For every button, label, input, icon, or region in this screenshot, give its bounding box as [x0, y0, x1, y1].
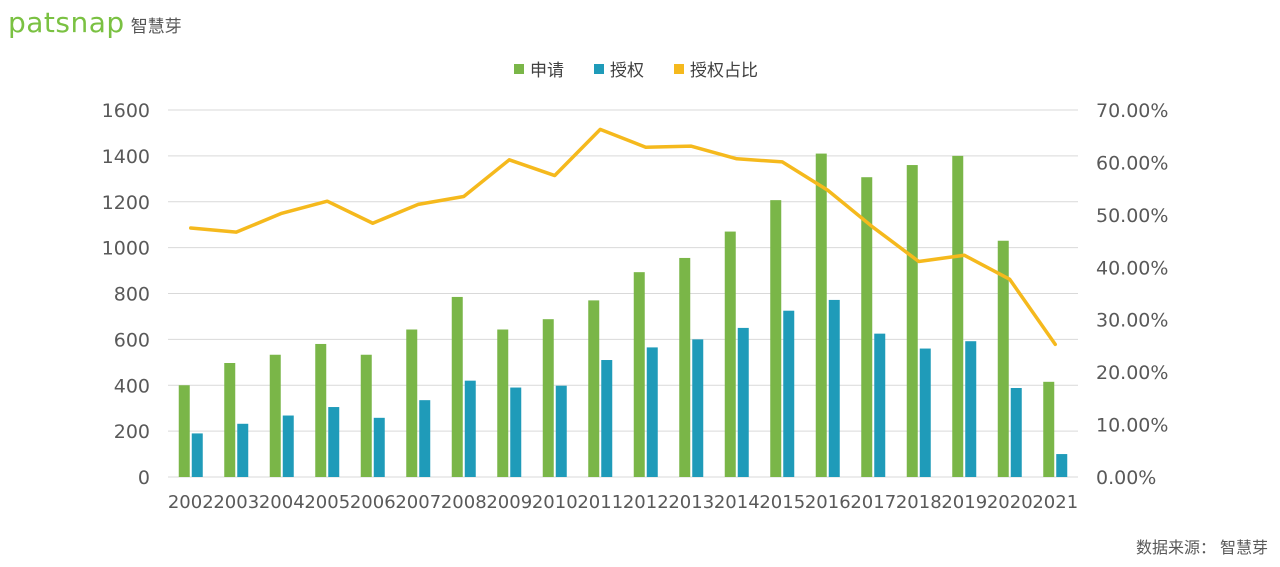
x-axis-tick: 2003 [213, 492, 259, 513]
bar-applications [588, 300, 600, 477]
x-axis-tick: 2011 [577, 492, 623, 513]
data-source-value: 智慧芽 [1219, 538, 1268, 557]
x-axis-tick: 2017 [850, 492, 896, 513]
x-axis-tick: 2013 [668, 492, 714, 513]
left-axis-tick: 600 [114, 329, 150, 351]
data-source-label: 数据来源： [1135, 538, 1216, 557]
bar-applications [178, 385, 190, 477]
x-axis-tick: 2020 [987, 492, 1033, 513]
legend-swatch [674, 64, 684, 74]
bar-grants [555, 385, 567, 477]
bar-grants [282, 415, 294, 477]
bar-grants [373, 417, 385, 477]
right-axis-tick: 10.00% [1096, 415, 1168, 437]
right-axis-tick: 60.00% [1096, 152, 1168, 174]
bar-applications [360, 354, 372, 477]
x-axis-tick: 2006 [350, 492, 396, 513]
bar-applications [952, 155, 964, 477]
x-axis-tick: 2008 [441, 492, 487, 513]
bar-applications [315, 343, 327, 477]
bar-grants [1056, 454, 1068, 477]
left-axis-tick: 1600 [102, 100, 150, 122]
x-axis-tick: 2009 [486, 492, 532, 513]
patsnap-logo: patsnap 智慧芽 [8, 6, 182, 50]
bar-applications [997, 240, 1009, 477]
right-axis-tick: 0.00% [1096, 467, 1156, 489]
bar-grants [737, 327, 749, 477]
right-axis-tick: 40.00% [1096, 257, 1168, 279]
bar-grants [510, 387, 522, 477]
bar-applications [679, 257, 691, 477]
bar-applications [906, 165, 918, 478]
x-axis-tick: 2021 [1032, 492, 1078, 513]
x-axis-tick: 2018 [896, 492, 942, 513]
logo-chinese-name: 智慧芽 [130, 17, 182, 37]
legend-swatch [514, 64, 524, 74]
left-axis-tick: 800 [114, 284, 150, 306]
x-axis-tick: 2005 [304, 492, 350, 513]
x-axis-tick: 2014 [714, 492, 760, 513]
left-axis-tick: 400 [114, 375, 150, 397]
bar-applications [406, 329, 418, 477]
bar-grants [874, 333, 886, 477]
x-axis-tick: 2002 [168, 492, 214, 513]
left-axis-tick: 1400 [102, 146, 150, 168]
bar-grants [328, 407, 340, 477]
bar-grants [965, 341, 977, 477]
bar-applications [770, 200, 782, 477]
x-axis-tick: 2019 [941, 492, 987, 513]
x-axis-tick: 2007 [395, 492, 441, 513]
bar-grants [237, 423, 249, 477]
logo-wordmark: patsnap [8, 6, 125, 39]
bar-applications [269, 354, 281, 477]
bar-grants [828, 299, 840, 477]
bar-applications [224, 363, 236, 477]
left-axis-tick: 1200 [102, 192, 150, 214]
line-grant-ratio [189, 127, 1057, 347]
patent-chart: 0 200 400 600 800 1000 1200 1400 1600 0.00% 10.00%… [102, 61, 1169, 513]
right-axis-tick: 20.00% [1096, 362, 1168, 384]
bar-grants [646, 347, 658, 477]
bar-grants [692, 339, 704, 477]
legend-label: 申请 [530, 61, 564, 81]
x-axis-tick: 2016 [805, 492, 851, 513]
legend-label: 授权 [610, 61, 644, 81]
right-axis-tick: 50.00% [1096, 205, 1168, 227]
bar-applications [1043, 381, 1055, 477]
bar-grants [783, 310, 795, 477]
left-axis-tick: 0 [138, 467, 150, 489]
left-axis-tick: 200 [114, 421, 150, 443]
bar-applications [451, 296, 463, 477]
data-source-note: 数据来源： 智慧芽 [1136, 534, 1268, 558]
bar-grants [419, 400, 431, 477]
bar-grants [601, 360, 613, 477]
bar-grants [1010, 388, 1022, 477]
bar-applications [542, 319, 554, 477]
bar-applications [724, 231, 736, 477]
bar-applications [815, 153, 827, 478]
bar-applications [497, 329, 509, 477]
legend-swatch [594, 64, 604, 74]
bar-applications [861, 177, 873, 477]
x-axis-tick: 2012 [623, 492, 669, 513]
x-axis-tick: 2015 [759, 492, 805, 513]
bar-applications [633, 272, 645, 477]
left-axis-tick: 1000 [102, 238, 150, 260]
right-axis-tick: 70.00% [1096, 100, 1168, 122]
bar-grants [464, 380, 476, 477]
bar-grants [191, 433, 203, 477]
x-axis-tick: 2004 [259, 492, 305, 513]
right-axis-tick: 30.00% [1096, 310, 1168, 332]
x-axis-tick: 2010 [532, 492, 578, 513]
legend-label: 授权占比 [690, 61, 758, 81]
bar-grants [919, 348, 931, 477]
